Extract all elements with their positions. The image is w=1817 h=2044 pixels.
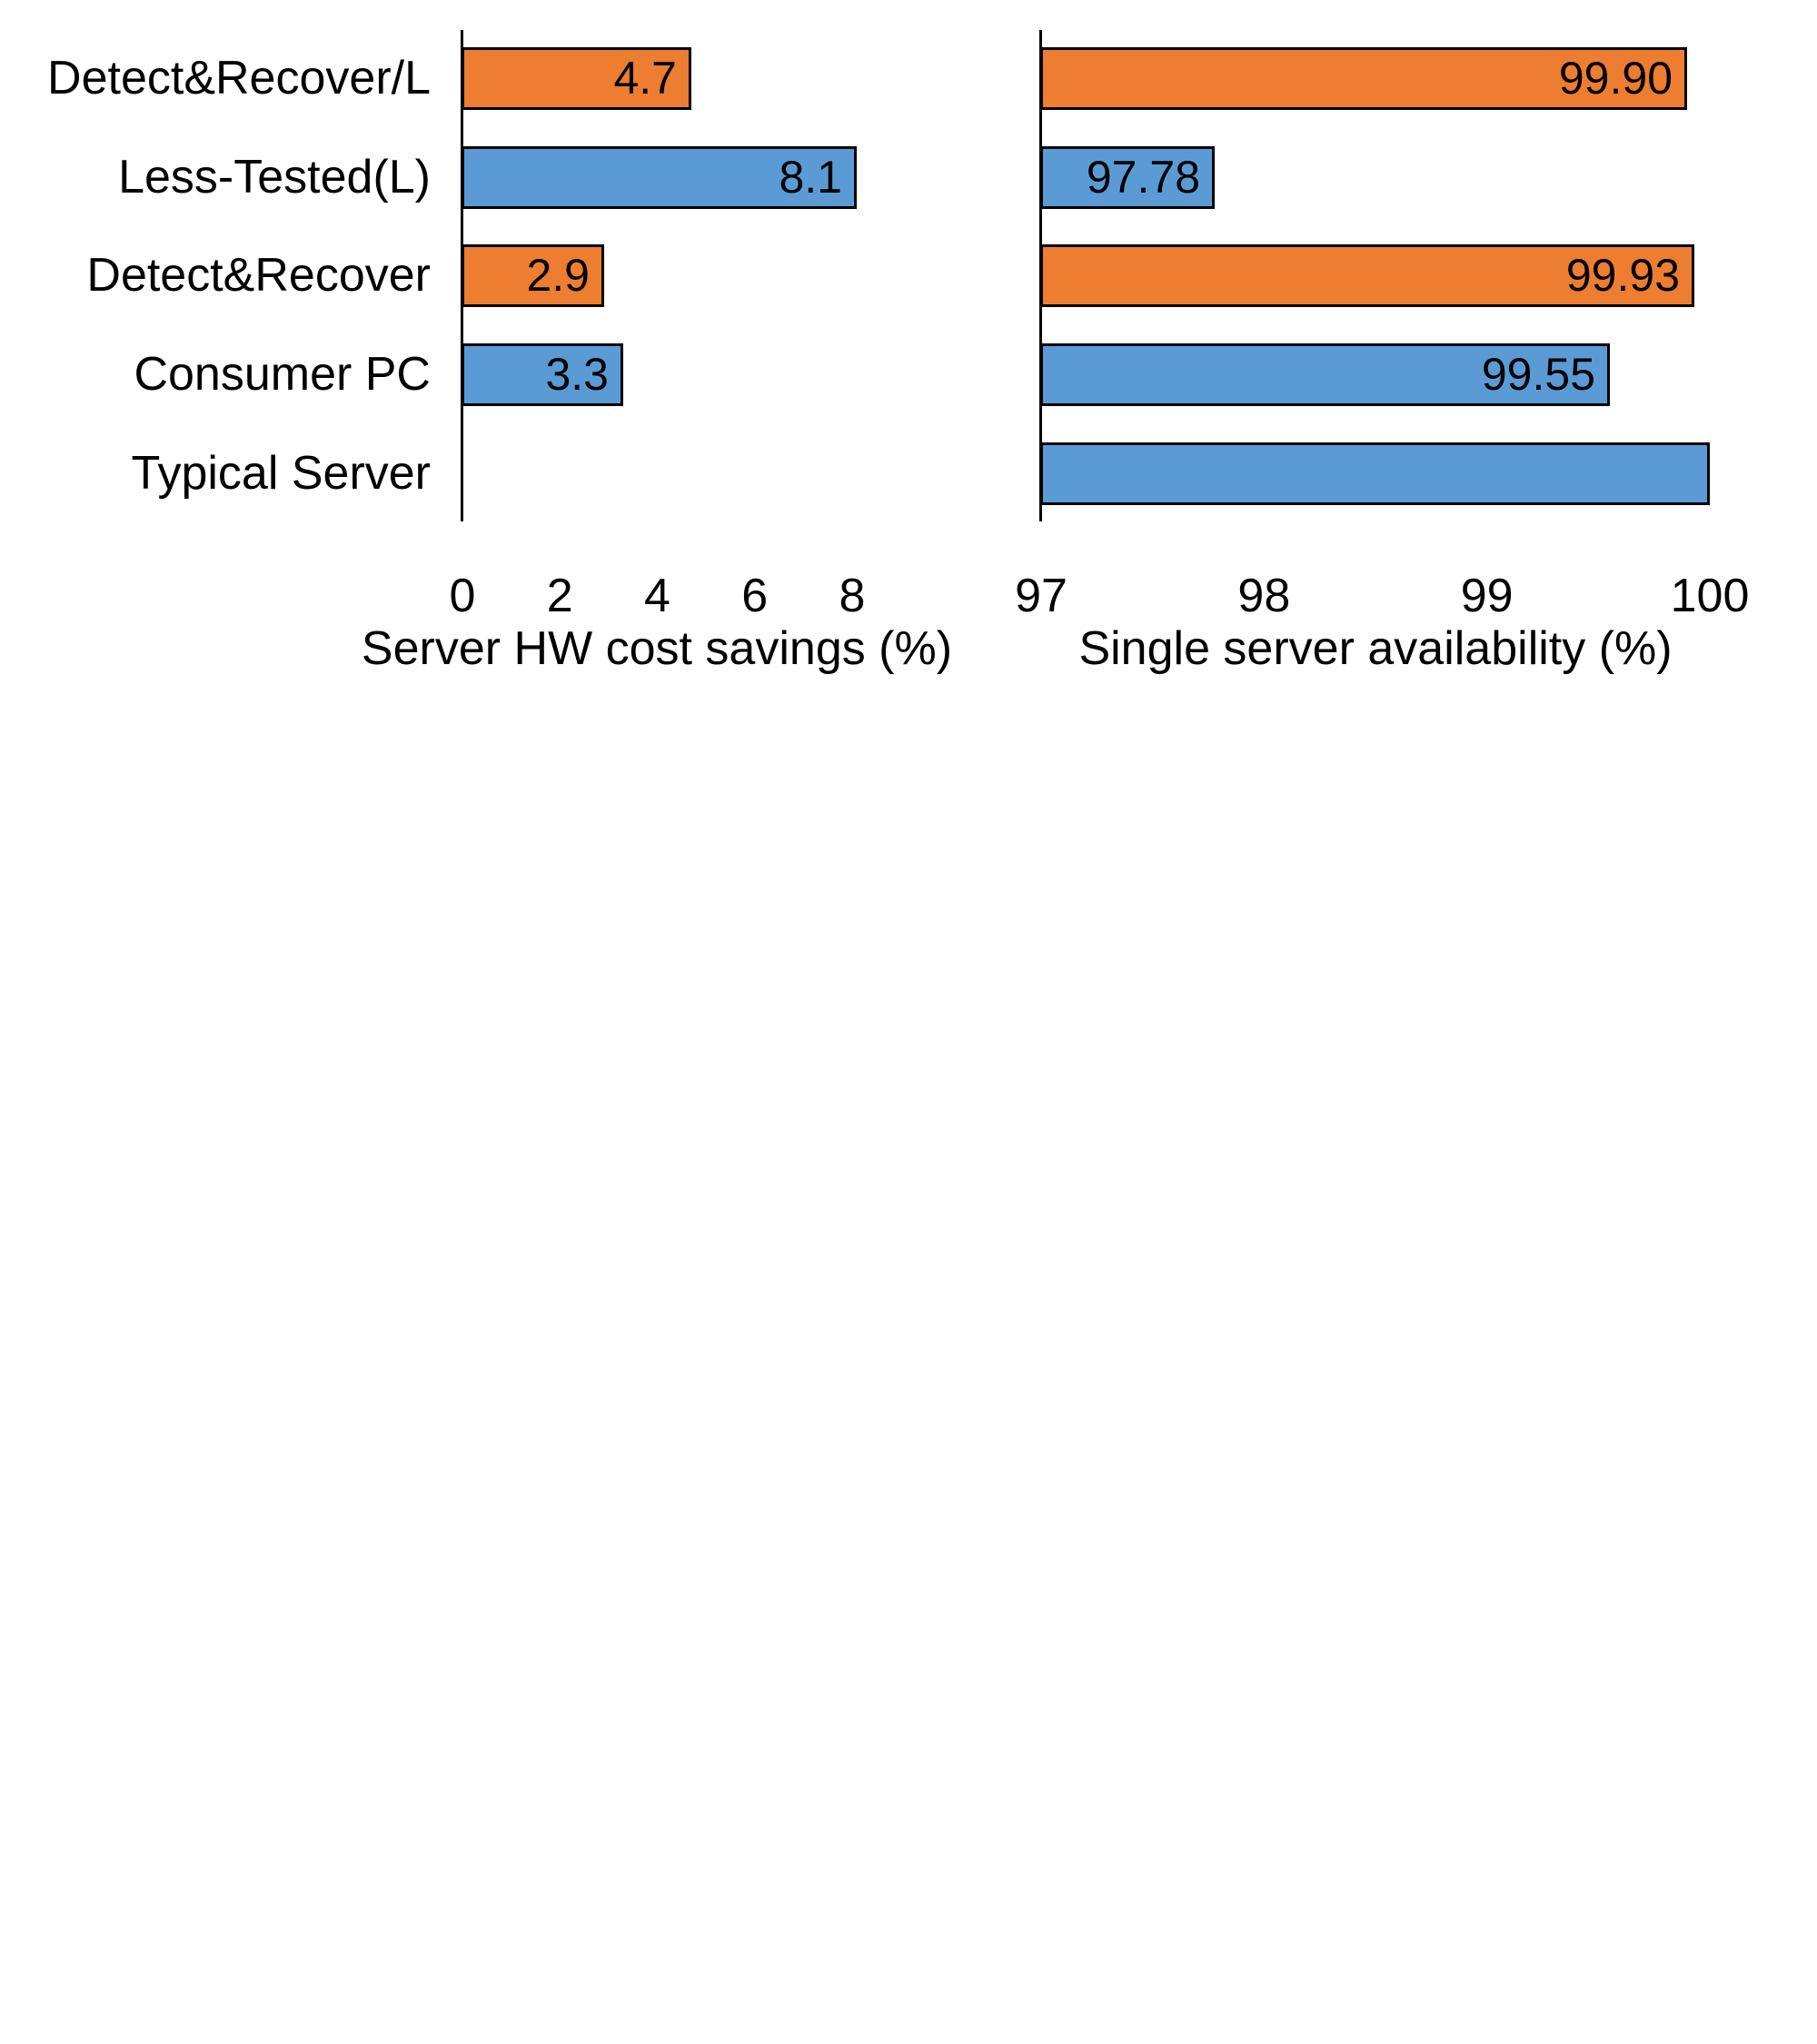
category-label: Consumer PC bbox=[134, 348, 431, 401]
bar-detect-recover-l bbox=[1040, 47, 1687, 110]
bar-value-label: 99.90 bbox=[1558, 53, 1673, 104]
bar-consumer-pc bbox=[1040, 343, 1610, 406]
bar-value-label: 3.3 bbox=[545, 349, 609, 400]
bar-detect-recover bbox=[1040, 244, 1694, 307]
bar-value-label: 8.1 bbox=[779, 152, 842, 203]
x-tick-label: 97 bbox=[1015, 570, 1067, 622]
x-tick-label: 98 bbox=[1237, 570, 1291, 622]
bar-detect-recover bbox=[462, 244, 604, 307]
category-label: Typical Server bbox=[131, 447, 431, 500]
bar-value-label: 99.55 bbox=[1481, 349, 1595, 400]
bar-value-label: 97.78 bbox=[1086, 152, 1200, 203]
x-axis-title-availability: Single server availability (%) bbox=[1078, 622, 1673, 675]
bar-less-tested-l- bbox=[1040, 146, 1215, 209]
x-tick-label: 6 bbox=[741, 570, 769, 622]
x-tick-label: 2 bbox=[546, 570, 573, 622]
x-tick-label: 99 bbox=[1460, 570, 1514, 622]
x-tick-label: 4 bbox=[644, 570, 670, 622]
category-label: Detect&Recover bbox=[86, 249, 431, 302]
bar-detect-recover-l bbox=[462, 47, 691, 110]
bar-less-tested-l- bbox=[462, 146, 857, 209]
category-label: Detect&Recover/L bbox=[47, 52, 431, 104]
x-tick-label: 100 bbox=[1670, 570, 1750, 622]
x-axis-title-cost-savings: Server HW cost savings (%) bbox=[361, 622, 953, 675]
bar-value-label: 99.93 bbox=[1565, 250, 1680, 301]
x-tick-label: 8 bbox=[839, 570, 866, 622]
category-label: Less-Tested(L) bbox=[118, 151, 431, 203]
bar-value-label: 2.9 bbox=[526, 250, 590, 301]
x-tick-label: 0 bbox=[449, 570, 476, 622]
bar-typical-server bbox=[1040, 442, 1710, 505]
bar-consumer-pc bbox=[462, 343, 623, 406]
bar-value-label: 4.7 bbox=[613, 53, 677, 104]
